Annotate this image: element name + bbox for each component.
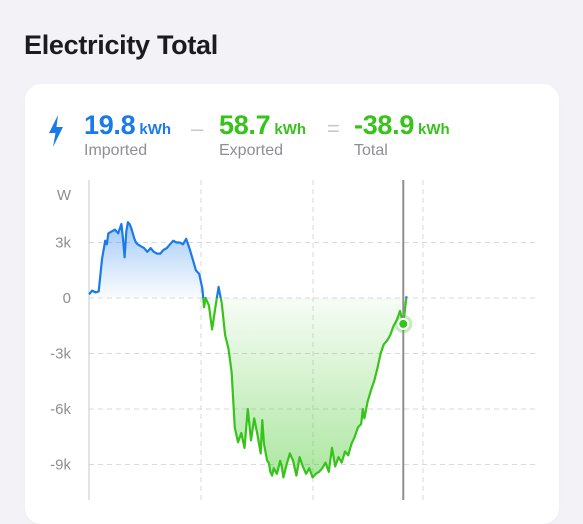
equals-operator: = [327,116,340,141]
exported-value: 58.7 [219,110,271,140]
export-line [202,298,408,479]
y-tick-label: -9k [50,457,71,474]
lightning-bolt-icon [49,115,63,147]
y-tick-label: 3k [55,235,71,252]
y-axis-label: W [57,187,72,204]
total-label: Total [354,142,388,159]
y-tick-label: -6k [50,401,71,418]
page-title: Electricity Total [24,30,218,60]
exported-label: Exported [219,142,284,159]
cursor-marker[interactable] [397,317,410,330]
total-value: -38.9 [354,110,415,140]
import-line [88,221,408,298]
import-area [89,222,407,298]
power-chart[interactable]: 3k 0 -3k -6k -9k W [25,84,559,500]
y-tick-label: -3k [50,346,71,363]
imported-unit: kWh [139,121,172,138]
energy-card: 19.8 kWh Imported – 58.7 kWh Exported = -3… [25,84,559,524]
total-stat: -38.9 kWh Total [354,110,450,160]
y-axis: 3k 0 -3k -6k -9k [50,235,71,474]
export-area [89,298,407,478]
y-tick-label: 0 [63,290,71,307]
exported-stat: 58.7 kWh Exported [219,110,306,160]
exported-unit: kWh [274,121,307,138]
imported-value: 19.8 [84,110,136,140]
total-unit: kWh [418,121,450,138]
imported-label: Imported [84,142,148,159]
minus-operator: – [191,116,204,141]
imported-stat: 19.8 kWh Imported [84,110,171,160]
